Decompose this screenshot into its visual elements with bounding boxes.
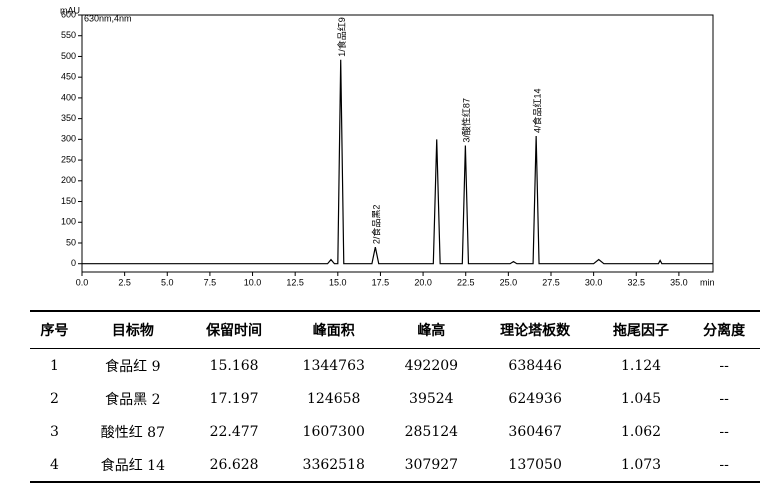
y-tick-label: 450 (61, 72, 76, 82)
table-cell: 17.197 (209, 390, 259, 407)
table-cell: 3 (49, 423, 59, 440)
x-tick-label: 10.0 (244, 277, 262, 287)
x-tick-label: 20.0 (414, 277, 432, 287)
x-tick-label: 35.0 (670, 277, 688, 287)
table-cell: 食品黑 2 (105, 391, 161, 408)
table-cell: -- (719, 357, 729, 374)
y-tick-label: 100 (61, 217, 76, 227)
header-cell: 保留时间 (186, 310, 282, 349)
peak-label: 4/食品红14 (532, 89, 543, 134)
y-tick-label: 300 (61, 134, 76, 144)
x-tick-label: 5.0 (161, 277, 174, 287)
y-tick-label: 150 (61, 196, 76, 206)
trace (82, 59, 713, 265)
table-cell: 492209 (404, 357, 459, 374)
header-cell: 拖尾因子 (593, 310, 689, 349)
table-cell: 124658 (307, 390, 361, 407)
table-cell: 624936 (508, 390, 562, 407)
table-cell: -- (719, 390, 729, 407)
y-tick-label: 50 (66, 237, 76, 247)
x-tick-label: 32.5 (627, 277, 645, 287)
x-tick-label: 27.5 (542, 277, 560, 287)
table-cell: 15.168 (209, 357, 259, 374)
table-cell: 22.477 (209, 423, 259, 440)
y-tick-label: 200 (61, 175, 76, 185)
y-tick-label: 250 (61, 154, 76, 164)
header-cell: 目标物 (78, 310, 187, 349)
header-row: 序号 目标物 保留时间 峰面积 峰高 理论塔板数 拖尾因子 分离度 (30, 310, 760, 349)
table-row: 3 酸性红 87 22.477 1607300 285124 360467 1.062 -- (30, 415, 760, 448)
x-tick-label: 22.5 (457, 277, 475, 287)
results-table: 序号 目标物 保留时间 峰面积 峰高 理论塔板数 拖尾因子 分离度 1 食品红 9 15.168 13… (30, 310, 760, 483)
header-cell: 序号 (30, 310, 79, 349)
annotation: 630nm,4nm (84, 13, 132, 23)
x-tick-label: 0.0 (76, 277, 89, 287)
header-cell: 分离度 (688, 310, 760, 349)
table-cell: 酸性红 87 (100, 424, 165, 441)
y-tick-label: 400 (61, 92, 76, 102)
header-cell: 理论塔板数 (476, 310, 594, 349)
x-tick-label: 25.0 (500, 277, 518, 287)
table-cell: 1.124 (620, 357, 662, 374)
table-row: 1 食品红 9 15.168 1344763 492209 638446 1.124 -- (30, 349, 760, 383)
x-tick-label: 30.0 (585, 277, 603, 287)
table-cell: 638446 (508, 357, 562, 374)
x-tick-label: 7.5 (204, 277, 217, 287)
table-cell: -- (719, 423, 729, 440)
chart: mAU 630nm,4nm min 0 50 100 150 200 250 300 350 4… (60, 5, 715, 287)
peak-label: 1/食品红9 (336, 17, 347, 57)
y-tick-label: 550 (61, 30, 76, 40)
x-tick-label: 2.5 (118, 277, 131, 287)
y-tick-label: 600 (61, 9, 76, 19)
y-tick-label: 350 (61, 113, 76, 123)
peak-label: 2/食品黑2 (371, 205, 382, 245)
plot-frame (81, 14, 714, 273)
x-axis-label: min (700, 277, 715, 287)
table-cell: 285124 (404, 423, 459, 440)
table-cell: 1344763 (302, 357, 365, 374)
table-row: 2 食品黑 2 17.197 124658 39524 624936 1.045 -- (30, 382, 760, 415)
x-tick-label: 12.5 (286, 277, 304, 287)
header-cell: 峰高 (386, 310, 477, 349)
peak-label: 3/酸性红87 (461, 98, 472, 143)
x-tick-label: 17.5 (372, 277, 390, 287)
table-cell: 1607300 (302, 423, 365, 440)
table-cell: 360467 (508, 423, 562, 440)
header-cell: 峰面积 (281, 310, 387, 349)
table-cell: 1 (49, 357, 59, 374)
x-tick-label: 15.0 (329, 277, 347, 287)
table-cell: 2 (49, 390, 59, 407)
table-cell: 39524 (409, 390, 454, 407)
y-axis-label: mAU (60, 5, 80, 15)
y-tick-label: 500 (61, 51, 76, 61)
table-cell: 1.045 (620, 390, 662, 407)
y-tick-label: 0 (71, 258, 76, 268)
table-cell: 食品红 9 (105, 358, 161, 375)
table-cell: 1.062 (620, 423, 662, 440)
